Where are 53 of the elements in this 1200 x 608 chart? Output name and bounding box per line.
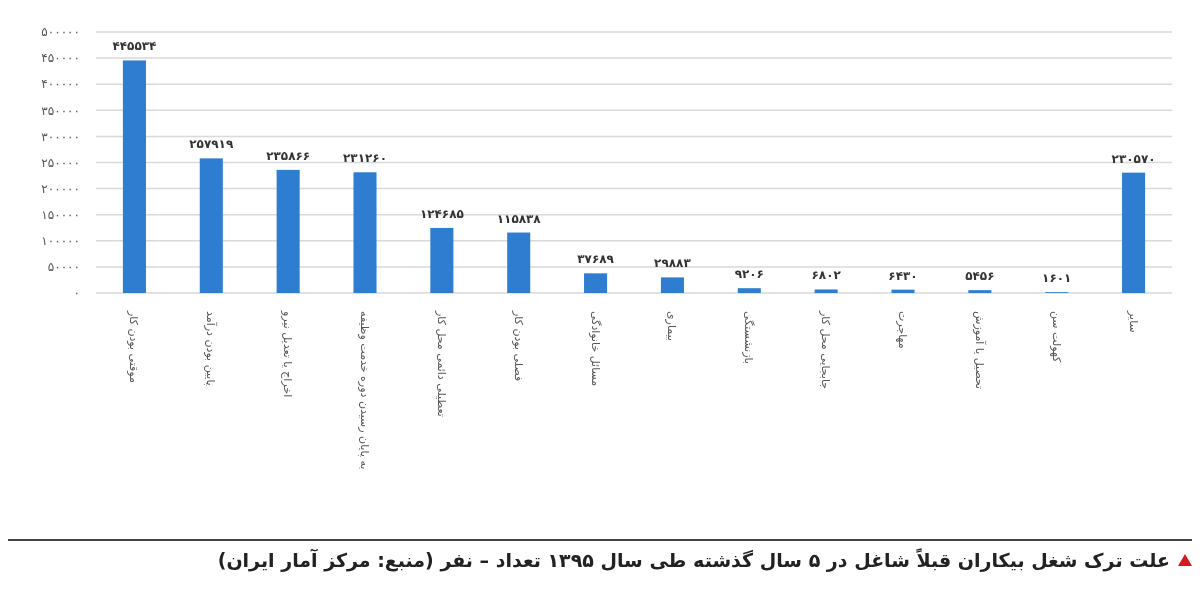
bar: [1122, 172, 1146, 293]
y-tick-label: ۱۰۰۰۰۰: [41, 234, 80, 248]
x-tick-label: تعطیلی دائمی محل کار: [434, 310, 448, 417]
y-tick-label: ۳۵۰۰۰۰: [41, 103, 80, 118]
bar: [891, 289, 915, 293]
data-label: ۱۱۵۸۳۸: [496, 211, 542, 226]
x-tick-label: سایر: [1126, 310, 1140, 333]
x-tick-label: بیماری: [665, 311, 679, 342]
bar: [584, 273, 608, 293]
x-tick-label: کهولت سن: [1049, 311, 1063, 363]
bar: [737, 288, 761, 293]
data-label: ۲۵۷۹۱۹: [189, 137, 234, 152]
x-tick-label: تحصیل یا آموزش: [972, 311, 987, 390]
x-tick-label: اخراج یا تعدیل نیرو: [281, 310, 295, 398]
x-tick-label: فصلی بودن کار: [511, 310, 525, 382]
y-tick-label: ۲۰۰۰۰۰: [41, 181, 80, 196]
data-label: ۱۲۴۶۸۵: [419, 206, 464, 221]
data-label: ۱۶۰۱: [1042, 271, 1072, 286]
y-tick-label: ۵۰۰۰۰۰: [41, 25, 80, 40]
bar: [353, 172, 377, 293]
data-label: ۵۴۵۶: [965, 269, 995, 284]
bar: [199, 158, 223, 293]
bar: [660, 277, 684, 293]
data-label: ۲۳۵۸۶۶: [266, 148, 311, 163]
y-tick-label: ۵۰۰۰۰: [47, 260, 80, 275]
y-tick-label: ۱۵۰۰۰۰: [41, 207, 80, 222]
bar: [122, 60, 146, 293]
data-label: ۲۹۸۸۳: [654, 256, 692, 271]
x-tick-label: مسائل خانوادگی: [588, 311, 602, 387]
data-label: ۲۳۰۵۷۰: [1111, 151, 1156, 166]
y-tick-label: ۳۰۰۰۰۰: [41, 129, 80, 144]
x-tick-label: پایین بودن درآمد: [204, 311, 219, 386]
bar: [968, 290, 992, 293]
bar: [430, 227, 454, 293]
bar: [276, 169, 300, 293]
y-tick-label: ۲۵۰۰۰۰: [41, 155, 80, 170]
y-tick-label: ۴۵۰۰۰۰: [41, 51, 80, 66]
data-label: ۲۳۱۲۶۰: [343, 151, 387, 166]
x-tick-label: جابجایی محل کار: [819, 310, 833, 390]
bar: [814, 289, 838, 293]
y-tick-label: ۰: [73, 286, 80, 301]
x-tick-label: بازنشستگی: [742, 311, 756, 364]
data-label: ۹۲۰۶: [734, 267, 764, 282]
data-label: ۶۴۳۰: [888, 268, 918, 283]
text: علت ترک شغل بیکاران قبلاً شاغل در ۵ سال گذشته طی سال ۱۳۹۵ تعداد – نفر (منبع: مرکز آمار ایران): [217, 547, 1170, 573]
x-tick-label: موقتی بودن کار: [127, 310, 141, 384]
bar: [507, 232, 531, 293]
x-tick-label: به پایان رسیدن دوره خدمت وظیفه: [358, 311, 371, 470]
data-label: ۴۴۵۵۳۴: [112, 39, 157, 54]
data-label: ۶۸۰۲: [811, 268, 842, 283]
data-label: ۳۷۶۸۹: [577, 252, 615, 267]
x-tick-label: مهاجرت: [896, 311, 909, 349]
y-tick-label: ۴۰۰۰۰۰: [41, 77, 80, 92]
